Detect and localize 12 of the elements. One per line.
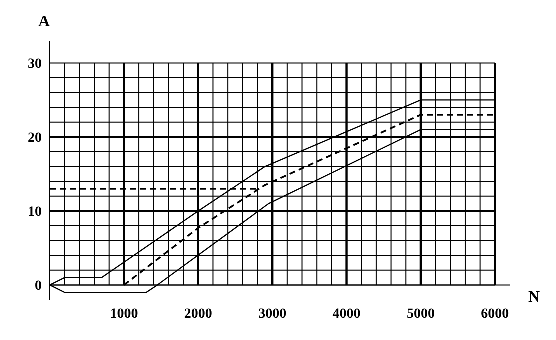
y-tick-label: 10 [28, 205, 42, 220]
x-tick-label: 5000 [406, 306, 435, 322]
y-tick-label: 30 [28, 57, 42, 72]
x-tick-label: 4000 [332, 306, 361, 322]
y-tick-label: 20 [28, 131, 42, 146]
y-axis-title: A [38, 13, 50, 30]
x-tick-label: 6000 [481, 306, 510, 322]
x-tick-label: 2000 [184, 306, 212, 322]
x-tick-label: 1000 [110, 306, 138, 322]
x-tick-label: 3000 [258, 306, 287, 322]
x-axis-title: N [528, 289, 540, 306]
y-tick-label: 0 [35, 279, 42, 294]
